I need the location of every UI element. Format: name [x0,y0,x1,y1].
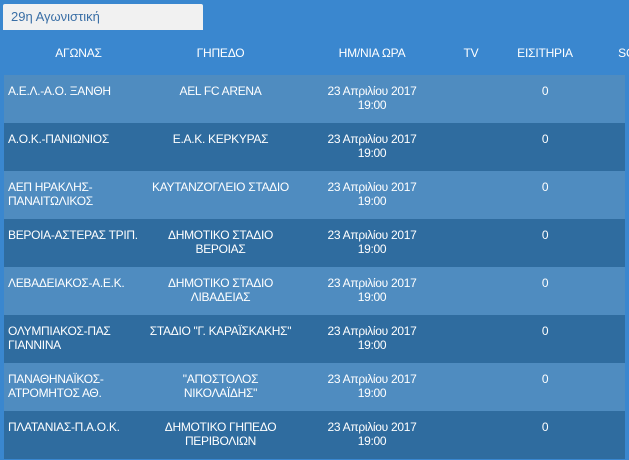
table-row: Α.Ε.Λ.-Α.Ο. ΞΑΝΘΗ AEL FC ARENA 23 Απριλί… [4,75,625,123]
tv-cell [452,219,490,228]
tickets-cell: 0 [541,132,549,146]
date-text: 23 Απριλίου 2017 [327,420,417,434]
table-row: ΠΛΑΤΑΝΙΑΣ-Π.Α.Ο.Κ. ΔΗΜΟΤΙΚΟ ΓΗΠΕΔΟ ΠΕΡΙΒ… [4,411,625,459]
date-text: 23 Απριλίου 2017 [327,180,417,194]
match-cell: Α.Ο.Κ.-ΠΑΝΙΩΝΙΟΣ [8,132,109,146]
match-cell: ΒΕΡΟΙΑ-ΑΣΤΕΡΑΣ ΤΡΙΠ. [8,228,138,242]
tickets-cell: 0 [541,276,549,290]
table-row: ΛΕΒΑΔΕΙΑΚΟΣ-Α.Ε.Κ. ΔΗΜΟΤΙΚΟ ΣΤΑΔΙΟ ΛΙΒΑΔ… [4,267,625,315]
table-row: ΟΛΥΜΠΙΑΚΟΣ-ΠΑΣ ΓΙΑΝΝΙΝΑ ΣΤΑΔΙΟ "Γ. ΚΑΡΑΪ… [4,315,625,363]
score-cell: - [600,171,629,194]
date-text: 23 Απριλίου 2017 [327,132,417,146]
tab-matchday[interactable]: 29η Αγωνιστική [3,4,203,30]
time-text: 19:00 [357,434,387,448]
table-row: ΠΑΝΑΘΗΝΑΪΚΟΣ-ΑΤΡΟΜΗΤΟΣ ΑΘ. "ΑΠΟΣΤΟΛΟΣ ΝΙ… [4,363,625,411]
match-cell: ΑΕΠ ΗΡΑΚΛΗΣ-ΠΑΝΑΙΤΩΛΙΚΟΣ [8,180,93,208]
datetime-cell: 23 Απριλίου 2017 19:00 [292,411,452,448]
tv-cell [452,171,490,180]
venue-cell: AEL FC ARENA [179,84,262,98]
datetime-cell: 23 Απριλίου 2017 19:00 [292,75,452,112]
table-row: Α.Ο.Κ.-ΠΑΝΙΩΝΙΟΣ Ε.Α.Κ. ΚΕΡΚΥΡΑΣ 23 Απρι… [4,123,625,171]
tv-cell [452,123,490,132]
fixtures-table: ΑΓΩΝΑΣ ΓΗΠΕΔΟ ΗΜ/ΝΙΑ ΩΡΑ TV ΕΙΣΙΤΗΡΙΑ SC… [4,30,629,459]
tv-cell [452,363,490,372]
venue-cell: ΚΑΥΤΑΝΖΟΓΛΕΙΟ ΣΤΑΔΙΟ [152,180,289,194]
tickets-cell: 0 [541,84,549,98]
score-cell: - [600,267,629,290]
tv-cell [452,267,490,276]
time-text: 19:00 [357,98,387,112]
table-row: ΑΕΠ ΗΡΑΚΛΗΣ-ΠΑΝΑΙΤΩΛΙΚΟΣ ΚΑΥΤΑΝΖΟΓΛΕΙΟ Σ… [4,171,625,219]
venue-cell: ΔΗΜΟΤΙΚΟ ΣΤΑΔΙΟ ΛΙΒΑΔΕΙΑΣ [167,276,274,304]
datetime-cell: 23 Απριλίου 2017 19:00 [292,315,452,352]
match-cell: ΠΛΑΤΑΝΙΑΣ-Π.Α.Ο.Κ. [8,420,120,434]
datetime-cell: 23 Απριλίου 2017 19:00 [292,123,452,160]
tickets-cell: 0 [541,420,549,434]
date-text: 23 Απριλίου 2017 [327,84,417,98]
time-text: 19:00 [357,290,387,304]
score-cell: - [600,363,629,386]
tickets-cell: 0 [541,228,549,242]
tickets-cell: 0 [541,180,549,194]
datetime-cell: 23 Απριλίου 2017 19:00 [292,171,452,208]
time-text: 19:00 [357,338,387,352]
datetime-cell: 23 Απριλίου 2017 19:00 [292,267,452,304]
datetime-cell: 23 Απριλίου 2017 19:00 [292,219,452,256]
date-text: 23 Απριλίου 2017 [327,372,417,386]
tickets-cell: 0 [541,372,549,386]
header-match: ΑΓΩΝΑΣ [55,45,102,60]
tv-cell [452,315,490,324]
score-cell: - [600,123,629,146]
date-text: 23 Απριλίου 2017 [327,276,417,290]
time-text: 19:00 [357,194,387,208]
score-cell: - [600,219,629,242]
table-row: ΒΕΡΟΙΑ-ΑΣΤΕΡΑΣ ΤΡΙΠ. ΔΗΜΟΤΙΚΟ ΣΤΑΔΙΟ ΒΕΡ… [4,219,625,267]
venue-cell: ΔΗΜΟΤΙΚΟ ΓΗΠΕΔΟ ΠΕΡΙΒΟΛΙΩΝ [164,420,277,448]
header-score: SCORE [618,45,629,60]
score-cell: - [600,315,629,338]
header-venue: ΓΗΠΕΔΟ [196,45,245,60]
match-cell: ΠΑΝΑΘΗΝΑΪΚΟΣ-ΑΤΡΟΜΗΤΟΣ ΑΘ. [8,372,104,400]
venue-cell: "ΑΠΟΣΤΟΛΟΣ ΝΙΚΟΛΑΪΔΗΣ" [182,372,259,400]
match-cell: Α.Ε.Λ.-Α.Ο. ΞΑΝΘΗ [8,84,111,98]
time-text: 19:00 [357,242,387,256]
match-cell: ΛΕΒΑΔΕΙΑΚΟΣ-Α.Ε.Κ. [8,276,125,290]
tickets-cell: 0 [541,324,549,338]
date-text: 23 Απριλίου 2017 [327,324,417,338]
header-tv: TV [463,45,479,60]
time-text: 19:00 [357,146,387,160]
score-cell: - [600,75,629,98]
venue-cell: ΔΗΜΟΤΙΚΟ ΣΤΑΔΙΟ ΒΕΡΟΙΑΣ [167,228,274,256]
header-tickets: ΕΙΣΙΤΗΡΙΑ [517,45,573,60]
match-cell: ΟΛΥΜΠΙΑΚΟΣ-ΠΑΣ ΓΙΑΝΝΙΝΑ [8,324,111,352]
header-datetime: ΗΜ/ΝΙΑ ΩΡΑ [338,45,406,60]
datetime-cell: 23 Απριλίου 2017 19:00 [292,363,452,400]
venue-cell: Ε.Α.Κ. ΚΕΡΚΥΡΑΣ [172,132,269,146]
score-cell: - [600,411,629,434]
date-text: 23 Απριλίου 2017 [327,228,417,242]
venue-cell: ΣΤΑΔΙΟ "Γ. ΚΑΡΑΪΣΚΑΚΗΣ" [149,324,292,338]
table-header: ΑΓΩΝΑΣ ΓΗΠΕΔΟ ΗΜ/ΝΙΑ ΩΡΑ TV ΕΙΣΙΤΗΡΙΑ SC… [4,30,629,75]
time-text: 19:00 [357,386,387,400]
tv-cell [452,75,490,84]
tv-cell [452,411,490,420]
